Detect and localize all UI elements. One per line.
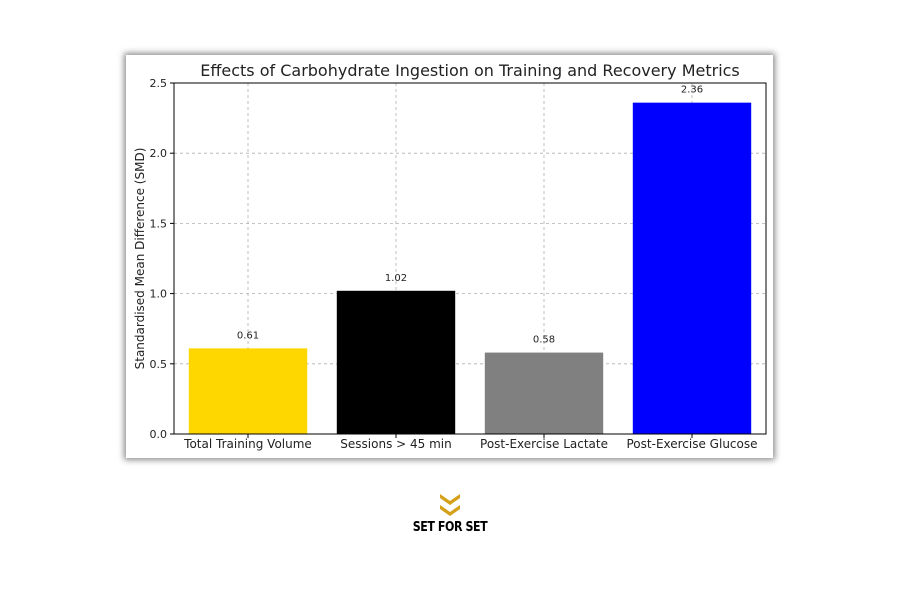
double-chevron-logo-icon — [400, 492, 500, 518]
bar-value-label: 0.58 — [533, 335, 555, 346]
bar — [484, 352, 604, 434]
bar-chart: 0.0 0.5 1.0 1.5 2.0 2.5 Total Training Volume… — [133, 61, 767, 451]
chart-title: Effects of Carbohydrate Ingestion on Tra… — [200, 61, 740, 80]
y-tick-label: 2.5 — [150, 77, 168, 90]
bar-value-label: 0.61 — [237, 330, 259, 341]
bar — [188, 348, 308, 434]
bar — [632, 102, 752, 434]
x-tick-label: Post-Exercise Glucose — [627, 437, 758, 451]
y-tick-label: 2.0 — [150, 147, 168, 160]
y-tick-label: 1.5 — [150, 217, 168, 230]
x-ticks: Total Training Volume Sessions > 45 min Po… — [183, 434, 758, 451]
y-ticks: 0.0 0.5 1.0 1.5 2.0 2.5 — [150, 77, 174, 441]
plot-frame — [173, 82, 767, 435]
bar-value-label: 1.02 — [385, 273, 407, 284]
brand-logo: SET FOR SET — [400, 492, 500, 542]
chart-card: 0.0 0.5 1.0 1.5 2.0 2.5 Total Training Volume… — [126, 55, 773, 458]
y-tick-label: 0.0 — [150, 428, 168, 441]
value-labels: 0.61 1.02 0.58 2.36 — [237, 85, 703, 346]
axes — [173, 82, 767, 435]
x-tick-label: Sessions > 45 min — [340, 437, 451, 451]
y-tick-label: 1.0 — [150, 288, 168, 301]
bar — [336, 290, 456, 434]
logo-text: SET FOR SET — [412, 520, 488, 535]
x-tick-label: Post-Exercise Lactate — [480, 437, 608, 451]
y-axis-label: Standardised Mean Difference (SMD) — [133, 148, 147, 370]
bar-value-label: 2.36 — [681, 85, 703, 96]
y-tick-label: 0.5 — [150, 358, 168, 371]
x-tick-label: Total Training Volume — [183, 437, 312, 451]
bars — [188, 102, 752, 434]
